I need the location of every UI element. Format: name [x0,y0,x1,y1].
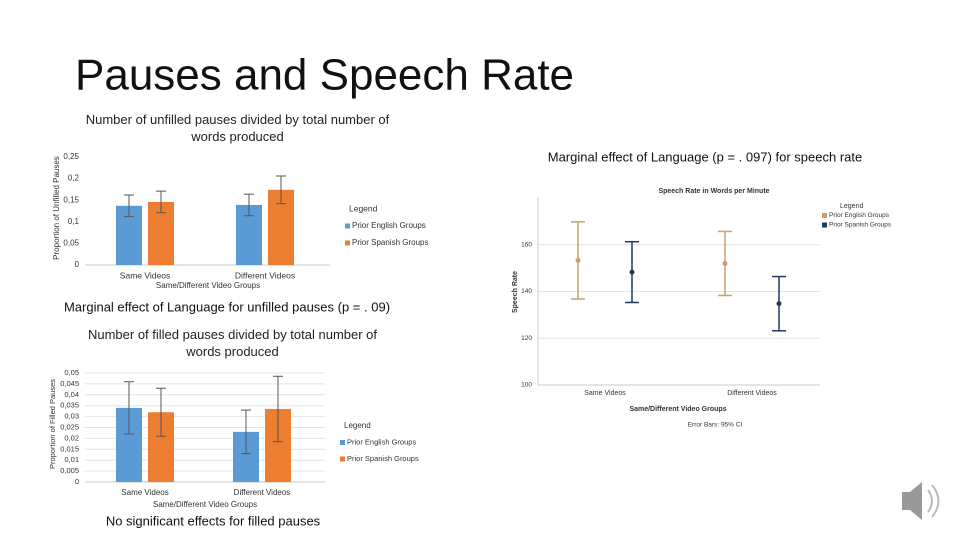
legend-swatch [340,456,345,462]
x-axis-label: Same/Different Video Groups [629,406,726,413]
y-tick-label: 0,025 [60,422,79,431]
note: Marginal effect of Language (p = . 097) … [548,149,863,164]
legend-label: Prior Spanish Groups [829,222,892,229]
y-tick-label: 0,005 [60,466,79,475]
legend-swatch [822,222,827,228]
y-tick-label: 0,1 [68,217,80,226]
x-axis-label: Same/Different Video Groups [156,281,260,290]
y-tick-label: 0,03 [64,412,79,421]
y-axis-label: Speech Rate [512,271,519,313]
y-tick-label: 0 [75,260,80,269]
y-tick-label: 0,015 [60,444,79,453]
legend-label: Prior English Groups [352,221,426,230]
y-tick-label: 140 [521,288,532,295]
legend-title: Legend [349,203,378,213]
point [722,260,728,266]
y-tick-label: 100 [521,382,532,389]
x-tick-label: Same Videos [584,390,626,397]
legend-title: Legend [344,421,371,430]
x-tick-label: Same Videos [121,488,168,497]
y-tick-label: 0,05 [63,239,79,248]
legend-swatch [345,223,350,229]
y-tick-label: 0,15 [63,195,79,204]
y-tick-label: 0,25 [63,152,79,161]
y-tick-label: 0,04 [64,390,79,399]
y-axis-label: Proportion of Unfilled Pauses [52,156,61,260]
legend-swatch [345,240,350,246]
point [776,301,782,307]
slide-title: Pauses and Speech Rate [75,51,574,100]
note: Marginal effect of Language for unfilled… [64,299,390,314]
y-tick-label: 0,01 [64,455,79,464]
legend-title: Legend [840,203,863,210]
legend-label: Prior Spanish Groups [352,238,428,247]
y-axis-label: Proportion of Filled Pauses [48,379,57,469]
legend-label: Prior English Groups [829,212,890,219]
x-tick-label: Different Videos [234,488,291,497]
legend-label: Prior English Groups [347,437,416,446]
point [575,257,581,263]
point [629,269,635,275]
y-tick-label: 0,02 [64,433,79,442]
x-tick-label: Different Videos [727,390,777,397]
y-tick-label: 0,035 [60,401,79,410]
legend-swatch [822,213,827,218]
y-tick-label: 0,045 [60,379,79,388]
note: No significant effects for filled pauses [106,513,321,528]
y-tick-label: 0 [75,477,79,486]
x-tick-label: Different Videos [235,270,295,280]
legend-swatch [340,440,345,445]
x-axis-label: Same/Different Video Groups [153,500,257,509]
y-tick-label: 120 [521,335,532,342]
legend-label: Prior Spanish Groups [347,454,419,463]
chart-title: Number of unfilled pauses divided by tot… [85,112,390,144]
y-tick-label: 160 [521,241,532,248]
chart-title: Number of filled pauses divided by total… [87,327,378,359]
y-tick-label: 0,2 [68,174,80,183]
footnote: Error Bars: 95% CI [688,422,743,429]
speaker-icon [902,482,940,520]
x-tick-label: Same Videos [120,270,170,280]
y-tick-label: 0,05 [64,368,79,377]
chart-title: Speech Rate in Words per Minute [658,188,769,195]
